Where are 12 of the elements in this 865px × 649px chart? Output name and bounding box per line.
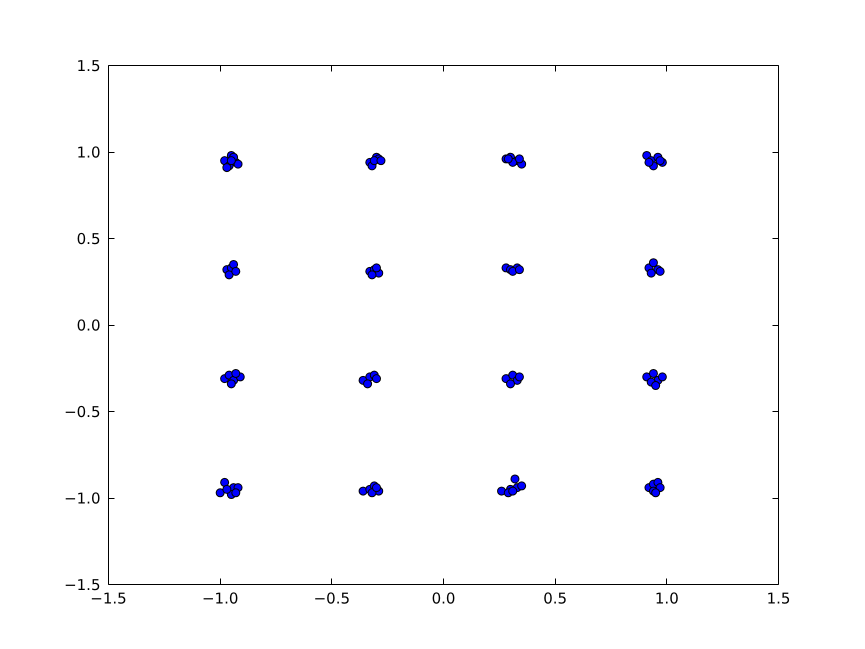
y-tick-label: 1.0 <box>76 144 101 162</box>
x-tick-label: 1.5 <box>766 590 790 608</box>
y-tick-label: −0.5 <box>64 403 101 421</box>
x-tick-label: 0.5 <box>543 590 568 608</box>
y-tick-label: 0.0 <box>76 316 101 334</box>
x-tick-label: −1.0 <box>202 590 238 608</box>
y-tick-label: 0.5 <box>76 230 101 248</box>
y-tick-label: 1.5 <box>76 57 101 75</box>
x-tick-label: 0.0 <box>432 590 456 608</box>
x-tick-label: −0.5 <box>314 590 350 608</box>
x-tick-label: 1.0 <box>654 590 679 608</box>
y-tick-label: −1.0 <box>64 490 101 508</box>
